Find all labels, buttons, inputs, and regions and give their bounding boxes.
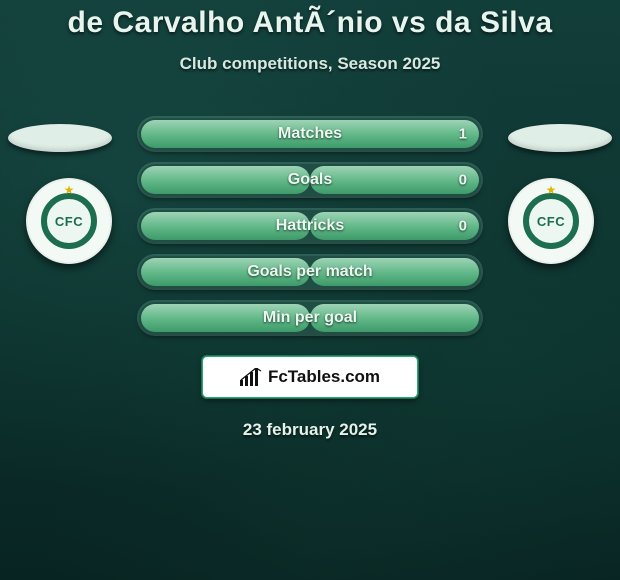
- stat-label: Hattricks: [276, 217, 344, 235]
- player-right-placeholder: [508, 124, 612, 152]
- star-icon: ★: [64, 183, 75, 197]
- star-icon: ★: [546, 183, 557, 197]
- stat-row: Goals 0: [139, 164, 481, 196]
- stat-bar-left: [141, 166, 310, 194]
- chart-icon: [240, 368, 262, 386]
- club-initials: CFC: [55, 214, 83, 229]
- club-badge-ring: CFC: [41, 193, 97, 249]
- stat-bar-right: [310, 166, 479, 194]
- stat-label: Goals per match: [247, 263, 372, 281]
- stat-value-right: 1: [459, 126, 467, 143]
- infographic-root: de Carvalho AntÃ´nio vs da Silva Club co…: [0, 0, 620, 580]
- stat-value-right: 0: [459, 218, 467, 235]
- page-title: de Carvalho AntÃ´nio vs da Silva: [0, 6, 620, 40]
- brand-label: FcTables.com: [268, 367, 380, 387]
- club-initials: CFC: [537, 214, 565, 229]
- brand-card[interactable]: FcTables.com: [202, 356, 418, 398]
- stat-row: Min per goal: [139, 302, 481, 334]
- stat-value-right: 0: [459, 172, 467, 189]
- player-left-placeholder: [8, 124, 112, 152]
- club-badge-right: ★ CFC: [508, 178, 594, 264]
- stat-row: Hattricks 0: [139, 210, 481, 242]
- date-label: 23 february 2025: [0, 420, 620, 440]
- subtitle: Club competitions, Season 2025: [0, 54, 620, 74]
- club-badge-ring: CFC: [523, 193, 579, 249]
- stat-label: Goals: [288, 171, 332, 189]
- stat-row: Goals per match: [139, 256, 481, 288]
- stat-label: Min per goal: [263, 309, 357, 327]
- stat-label: Matches: [278, 125, 342, 143]
- club-badge-left: ★ CFC: [26, 178, 112, 264]
- stat-row: Matches 1: [139, 118, 481, 150]
